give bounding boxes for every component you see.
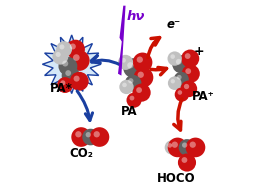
Text: CO₂: CO₂ (69, 147, 93, 160)
Text: PA: PA (121, 105, 137, 118)
Circle shape (123, 58, 143, 78)
Circle shape (184, 84, 189, 89)
Circle shape (182, 143, 187, 148)
Circle shape (65, 70, 71, 76)
Circle shape (178, 90, 182, 95)
Circle shape (133, 53, 152, 72)
Circle shape (57, 77, 73, 93)
Circle shape (186, 138, 205, 157)
Circle shape (73, 76, 80, 82)
Circle shape (130, 96, 134, 101)
Circle shape (136, 87, 142, 93)
Circle shape (174, 72, 189, 87)
Circle shape (118, 55, 133, 70)
Circle shape (59, 44, 65, 50)
Circle shape (58, 57, 77, 76)
Circle shape (175, 87, 189, 102)
Circle shape (60, 80, 65, 85)
Circle shape (133, 84, 151, 102)
Circle shape (178, 153, 196, 172)
Circle shape (170, 54, 175, 59)
Circle shape (56, 41, 72, 57)
Text: e⁻: e⁻ (167, 18, 181, 31)
Circle shape (168, 143, 172, 148)
Circle shape (128, 78, 133, 84)
Circle shape (171, 79, 175, 83)
Circle shape (134, 68, 153, 87)
Circle shape (75, 131, 82, 137)
Circle shape (138, 72, 144, 78)
Circle shape (181, 81, 197, 97)
Circle shape (82, 129, 99, 145)
Text: hν: hν (126, 10, 145, 23)
Circle shape (168, 76, 181, 90)
Circle shape (182, 65, 200, 83)
Circle shape (167, 51, 182, 66)
Circle shape (181, 50, 199, 68)
Circle shape (165, 140, 179, 155)
Circle shape (119, 80, 134, 94)
Circle shape (90, 127, 109, 147)
Circle shape (122, 83, 127, 87)
Circle shape (70, 43, 76, 50)
Circle shape (179, 139, 195, 156)
Circle shape (185, 53, 191, 59)
Circle shape (185, 68, 191, 74)
Text: HOCO: HOCO (157, 172, 196, 184)
Circle shape (56, 52, 61, 57)
Circle shape (52, 49, 68, 65)
Circle shape (71, 127, 91, 147)
Circle shape (125, 75, 141, 91)
Circle shape (176, 59, 182, 65)
Circle shape (137, 57, 143, 63)
Text: PA⁺: PA⁺ (192, 90, 214, 103)
Polygon shape (42, 35, 101, 94)
Circle shape (73, 54, 80, 61)
Circle shape (177, 75, 182, 80)
Circle shape (62, 67, 80, 85)
Circle shape (121, 58, 126, 63)
Circle shape (168, 138, 187, 157)
Polygon shape (118, 6, 126, 76)
Circle shape (126, 93, 142, 108)
Circle shape (70, 72, 89, 91)
Circle shape (86, 132, 91, 137)
Circle shape (181, 157, 187, 163)
Circle shape (66, 40, 85, 59)
Circle shape (69, 50, 90, 71)
Text: +: + (194, 45, 205, 57)
Text: PA*: PA* (50, 82, 72, 95)
Circle shape (172, 55, 190, 73)
Circle shape (127, 62, 133, 68)
Circle shape (62, 60, 68, 67)
Circle shape (172, 142, 178, 148)
Circle shape (94, 131, 100, 137)
Circle shape (190, 142, 196, 148)
